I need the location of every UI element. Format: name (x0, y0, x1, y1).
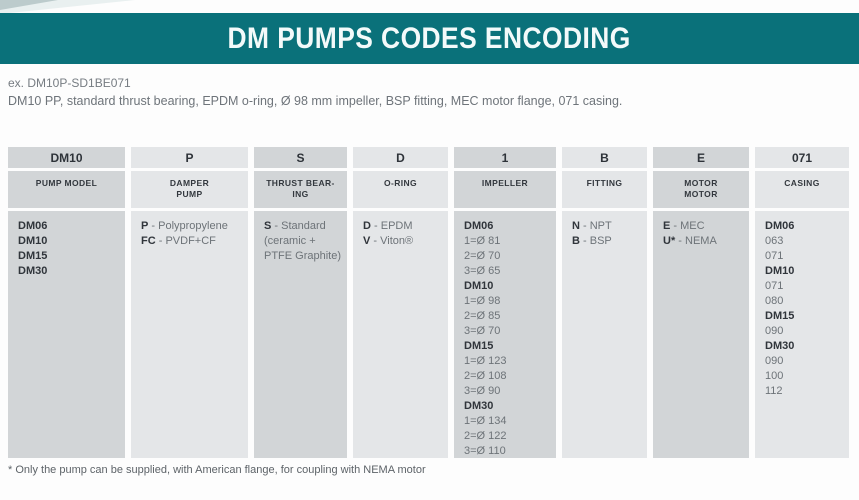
page-title: DM PUMPS CODES ENCODING (227, 21, 632, 55)
body-line: DM06 (464, 220, 494, 232)
code-cell-thrust-bearing: S (254, 147, 347, 168)
body-line: N - NPT (572, 220, 612, 232)
body-line: DM15 (18, 250, 48, 262)
body-line: 3=Ø 70 (464, 325, 501, 337)
code-cell-o-ring: D (353, 147, 448, 168)
body-line: DM06 (765, 220, 795, 232)
body-line: 100 (765, 370, 784, 382)
body-line: 071 (765, 280, 784, 292)
title-banner: DM PUMPS CODES ENCODING (0, 13, 859, 64)
code-cell-motor: E (653, 147, 749, 168)
label-cell-thrust-bearing: THRUST BEAR- ING (254, 171, 347, 208)
body-cell-casing: DM06 063 071 DM10 071 080 DM15 090 DM30 090 100 112 (755, 211, 849, 458)
body-cell-damper-pump: P - Polypropylene FC - PVDF+CF (131, 211, 248, 458)
body-line: 1=Ø 134 (464, 415, 507, 427)
body-line: FC - PVDF+CF (141, 235, 216, 247)
body-line: 3=Ø 110 (464, 445, 506, 457)
body-line: DM30 (18, 265, 48, 277)
body-line: 2=Ø 108 (464, 370, 507, 382)
body-cell-motor: E - MEC U* - NEMA (653, 211, 749, 458)
body-line: V - Viton® (363, 235, 414, 247)
example-code-line: ex. DM10P-SD1BE071 (8, 76, 131, 90)
code-cell-damper-pump: P (131, 147, 248, 168)
body-cell-fitting: N - NPT B - BSP (562, 211, 647, 458)
label-cell-casing: CASING (755, 171, 849, 208)
code-cell-impeller: 1 (454, 147, 556, 168)
body-line: 090 (765, 355, 784, 367)
body-line: 080 (765, 295, 784, 307)
body-line: PTFE Graphite) (264, 250, 342, 262)
body-line: DM10 (464, 280, 494, 292)
body-line: DM10 (18, 235, 48, 247)
body-line: B - BSP (572, 235, 612, 247)
body-line: DM06 (18, 220, 48, 232)
body-cell-o-ring: D - EPDM V - Viton® (353, 211, 448, 458)
body-line: 2=Ø 122 (464, 430, 507, 442)
label-cell-o-ring: O-RING (353, 171, 448, 208)
body-cell-impeller: DM06 1=Ø 81 2=Ø 70 3=Ø 65 DM10 1=Ø 98 2=Ø 85 3=… (454, 211, 556, 458)
body-line: 112 (765, 385, 783, 397)
body-line: DM30 (464, 400, 494, 412)
body-line: DM15 (765, 310, 795, 322)
footnote: * Only the pump can be supplied, with Am… (8, 464, 426, 476)
body-line: 3=Ø 90 (464, 385, 501, 397)
body-line: 1=Ø 98 (464, 295, 501, 307)
body-line: P - Polypropylene (141, 220, 228, 232)
body-line: 3=Ø 65 (464, 265, 501, 277)
code-cell-fitting: B (562, 147, 647, 168)
body-line: 1=Ø 123 (464, 355, 507, 367)
body-line: 063 (765, 235, 784, 247)
body-line: E - MEC (663, 220, 705, 232)
label-cell-pump-model: PUMP MODEL (8, 171, 125, 208)
code-cell-casing: 071 (755, 147, 849, 168)
body-line: D - EPDM (363, 220, 413, 232)
page-corner-decoration-dark (0, 0, 58, 10)
body-line: 2=Ø 85 (464, 310, 501, 322)
code-cell-pump-model: DM10 (8, 147, 125, 168)
body-cell-thrust-bearing: S - Standard (ceramic + PTFE Graphite) (254, 211, 347, 458)
label-cell-impeller: IMPELLER (454, 171, 556, 208)
body-line: U* - NEMA (663, 235, 717, 247)
example-block: ex. DM10P-SD1BE071 DM10 PP, standard thr… (8, 76, 848, 108)
body-line: 090 (765, 325, 784, 337)
label-cell-motor: MOTOR MOTOR (653, 171, 749, 208)
body-line: DM15 (464, 340, 494, 352)
example-description: DM10 PP, standard thrust bearing, EPDM o… (8, 94, 623, 108)
body-line: (ceramic + (264, 235, 316, 247)
label-cell-damper-pump: DAMPER PUMP (131, 171, 248, 208)
label-cell-fitting: FITTING (562, 171, 647, 208)
body-line: 2=Ø 70 (464, 250, 501, 262)
encoding-table: DM10 P S D 1 B E 071 PUMP MODEL DAMPER PUMP THRUST… (8, 147, 849, 458)
body-line: DM10 (765, 265, 795, 277)
body-line: 1=Ø 81 (464, 235, 501, 247)
body-line: DM30 (765, 340, 795, 352)
body-line: 071 (765, 250, 784, 262)
body-cell-pump-model: DM06 DM10 DM15 DM30 (8, 211, 125, 458)
body-line: S - Standard (264, 220, 326, 232)
